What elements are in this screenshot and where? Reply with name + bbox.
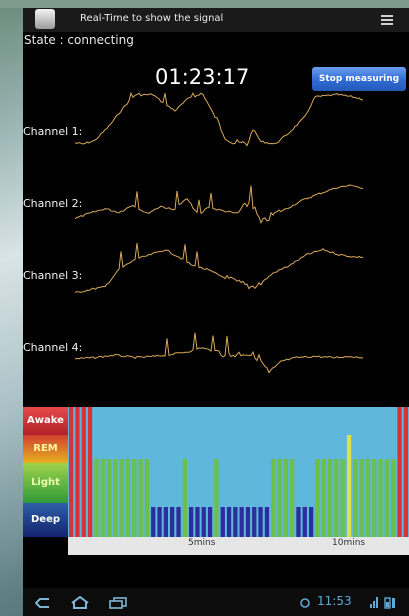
hypnogram-bar <box>94 459 99 537</box>
hypnogram-bar <box>189 507 194 537</box>
hypnogram-bar <box>340 459 345 537</box>
hypnogram-bar <box>239 507 244 537</box>
hypnogram-bar <box>69 407 74 537</box>
hypnogram-bar <box>113 459 118 537</box>
hypnogram-bar <box>258 507 263 537</box>
battery-icon <box>384 597 395 609</box>
hypnogram-bar <box>403 407 408 537</box>
hypnogram-bar <box>271 459 276 537</box>
hypnogram-bar <box>170 507 175 537</box>
tick-10mins: 10mins <box>332 538 366 548</box>
hypnogram-time-axis: 5mins 10mins <box>68 537 409 555</box>
background-bezel <box>0 0 409 8</box>
hypnogram-bar <box>327 459 333 537</box>
channel-3-waveform <box>75 243 364 293</box>
channel-2-label: Channel 2: <box>23 197 83 210</box>
elapsed-timer: 01:23:17 <box>155 65 250 89</box>
tablet-screen: Real-Time to show the signal State : con… <box>23 8 409 616</box>
hypnogram-bar <box>359 459 364 537</box>
stage-rem: REM <box>23 435 68 463</box>
hypnogram-bar <box>264 507 270 537</box>
hypnogram-bar <box>106 459 112 537</box>
connection-state: State : connecting <box>24 33 134 47</box>
hypnogram-bar <box>226 507 232 537</box>
hypnogram-bar <box>315 459 320 537</box>
channel-2-waveform <box>75 184 364 224</box>
hypnogram-bar <box>119 459 124 537</box>
stage-light: Light <box>23 463 68 503</box>
hypnogram-bar <box>397 407 402 537</box>
sync-icon <box>300 598 310 608</box>
channel-1-label: Channel 1: <box>23 125 83 138</box>
hypnogram-bar <box>378 459 383 537</box>
hypnogram-bar <box>125 459 131 537</box>
hypnogram-bar <box>391 459 396 537</box>
signal-icon <box>370 597 378 608</box>
sleep-stage-legend: Awake REM Light Deep <box>23 407 68 537</box>
hypnogram-bar <box>214 459 219 537</box>
stage-deep: Deep <box>23 503 68 537</box>
signal-waveforms <box>75 92 364 374</box>
app-title-bar: Real-Time to show the signal <box>23 8 409 32</box>
hypnogram-bar <box>353 459 358 537</box>
app-title: Real-Time to show the signal <box>80 13 224 24</box>
hypnogram-bar <box>81 407 86 537</box>
channel-4-waveform <box>75 332 364 374</box>
hypnogram-panel: Awake REM Light Deep 5mins 10mins <box>23 407 409 555</box>
tick-5mins: 5mins <box>188 538 216 548</box>
hypnogram-bar <box>372 459 377 537</box>
hypnogram-bar <box>144 459 150 537</box>
hypnogram-bar <box>163 507 168 537</box>
hypnogram-bar <box>321 459 326 537</box>
hypnogram-bar <box>302 507 307 537</box>
hypnogram-bar <box>100 459 105 537</box>
system-nav-bar: 11:53 <box>23 588 409 616</box>
back-icon[interactable] <box>35 597 51 609</box>
hypnogram-bar <box>245 507 251 537</box>
channel-3-label: Channel 3: <box>23 269 83 282</box>
hypnogram-bar <box>233 507 238 537</box>
hypnogram-bar <box>75 407 80 537</box>
hypnogram-chart <box>68 407 409 537</box>
stop-measuring-button[interactable]: Stop measuring <box>312 67 406 91</box>
hypnogram-bar <box>151 507 156 537</box>
hypnogram-bar <box>87 407 93 537</box>
hypnogram-bar <box>365 459 371 537</box>
channel-4-label: Channel 4: <box>23 341 83 354</box>
hypnogram-bar <box>207 507 213 537</box>
hypnogram-bar <box>182 459 187 537</box>
channel-1-waveform <box>75 92 364 147</box>
hypnogram-bar <box>346 435 352 537</box>
hypnogram-bar <box>283 459 288 537</box>
hypnogram-bar <box>277 459 282 537</box>
hypnogram-bar <box>220 507 225 537</box>
menu-icon[interactable] <box>380 14 394 26</box>
hypnogram-bar <box>201 507 206 537</box>
hypnogram-bar <box>309 507 314 537</box>
hypnogram-bar <box>132 459 137 537</box>
hypnogram-bar <box>176 507 181 537</box>
hypnogram-bar <box>157 507 162 537</box>
status-clock: 11:53 <box>317 594 352 608</box>
hypnogram-bar <box>384 459 389 537</box>
hypnogram-bar <box>296 507 301 537</box>
stage-awake: Awake <box>23 407 68 435</box>
home-icon[interactable] <box>71 596 89 609</box>
hypnogram-bar <box>195 507 200 537</box>
hypnogram-bar <box>290 459 295 537</box>
hypnogram-bar <box>334 459 339 537</box>
recent-apps-icon[interactable] <box>109 597 127 609</box>
app-icon <box>35 9 55 29</box>
hypnogram-bar <box>252 507 257 537</box>
hypnogram-bar <box>138 459 143 537</box>
